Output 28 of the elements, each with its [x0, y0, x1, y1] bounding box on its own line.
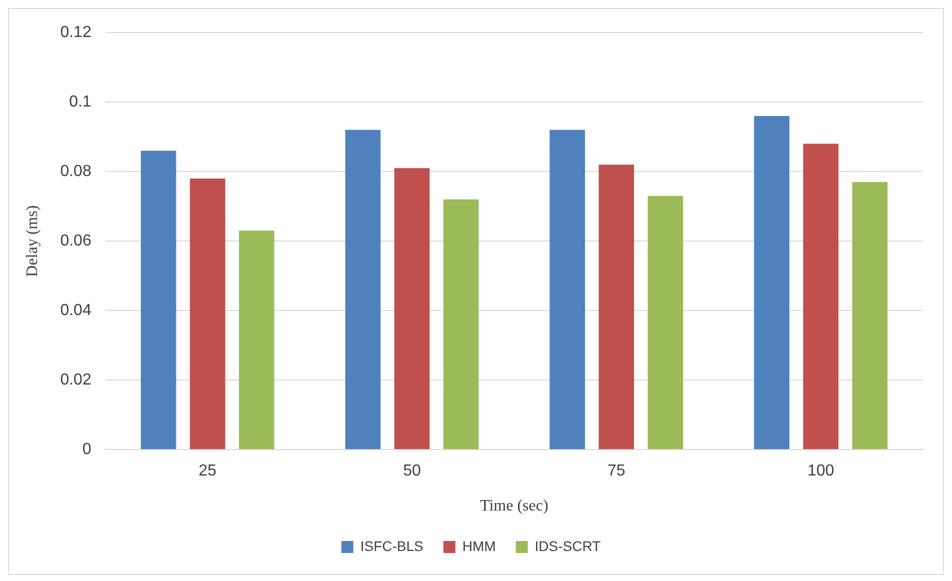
y-tick-label: 0.08	[60, 163, 92, 180]
bar	[598, 164, 634, 450]
bar	[852, 182, 888, 450]
x-tick-label: 75	[607, 462, 626, 480]
bar	[648, 196, 684, 450]
bar	[238, 230, 274, 450]
y-tick-label: 0.02	[60, 372, 92, 389]
legend-label: IDS-SCRT	[534, 538, 602, 554]
bar	[754, 116, 790, 450]
y-tick-label: 0	[82, 441, 92, 458]
x-tick-label: 50	[403, 462, 421, 480]
bar	[190, 178, 226, 450]
bar	[443, 199, 479, 450]
legend-label: HMM	[462, 538, 496, 554]
y-axis-title: Delay (ms)	[24, 205, 41, 277]
bar	[550, 130, 585, 450]
legend-label: ISFC-BLS	[360, 538, 424, 554]
bar	[345, 130, 381, 450]
x-tick-label: 25	[198, 462, 217, 480]
bar	[394, 168, 430, 450]
bar	[803, 144, 838, 450]
y-tick-label: 0.12	[60, 24, 92, 42]
y-tick-label: 0.1	[69, 94, 92, 111]
x-axis-title: Time (sec)	[480, 498, 548, 515]
y-tick-label: 0.06	[60, 232, 92, 250]
y-tick-label: 0.04	[60, 302, 92, 320]
bar	[140, 150, 176, 450]
x-tick-label: 100	[807, 462, 834, 480]
